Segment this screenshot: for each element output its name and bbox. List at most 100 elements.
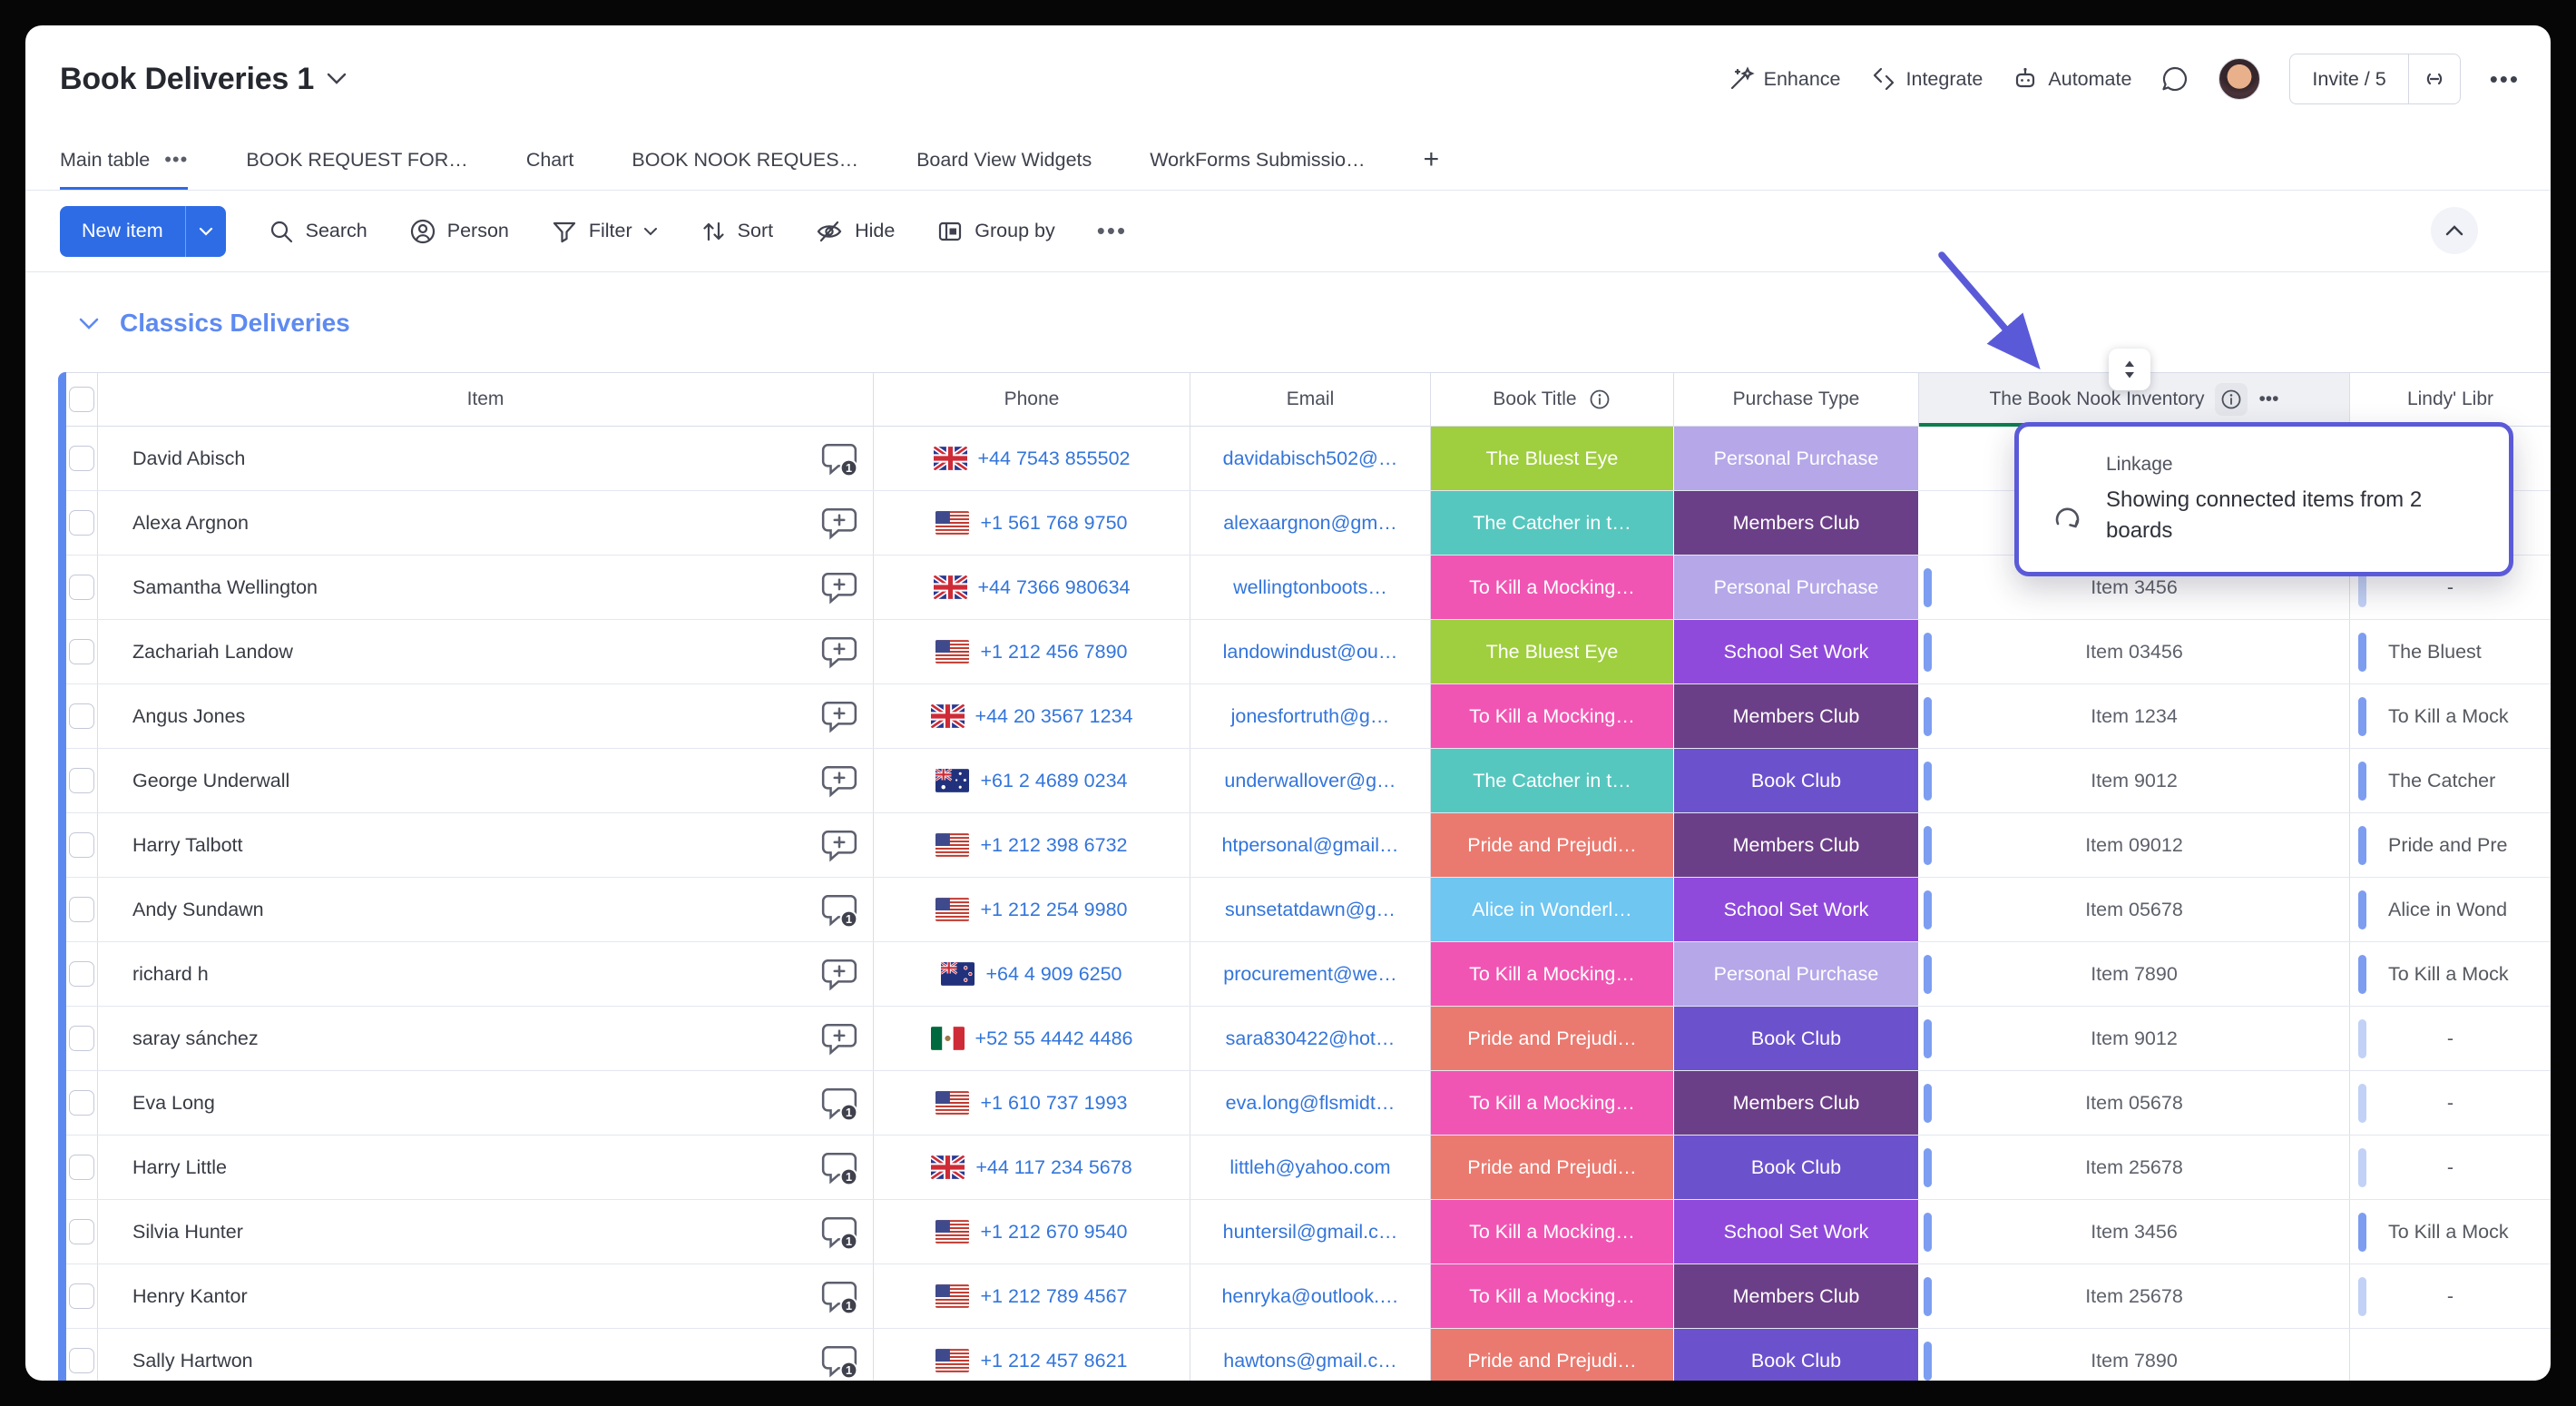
email-cell[interactable]: eva.long@flsmidt… xyxy=(1190,1071,1431,1135)
phone-number[interactable]: +1 212 670 9540 xyxy=(980,1220,1128,1243)
purchase-type-status[interactable]: Members Club xyxy=(1674,491,1918,555)
inventory-item[interactable]: Item 7890 xyxy=(2091,962,2178,985)
email-link[interactable]: davidabisch502@… xyxy=(1222,447,1398,469)
phone-cell[interactable]: +1 212 398 6732 xyxy=(874,813,1190,877)
phone-number[interactable]: +61 2 4689 0234 xyxy=(980,769,1128,791)
linked-item[interactable]: The Bluest xyxy=(2388,640,2482,663)
email-link[interactable]: htpersonal@gmail… xyxy=(1221,833,1399,856)
purchase-type-status[interactable]: Members Club xyxy=(1674,1071,1918,1135)
board-title[interactable]: Book Deliveries 1 xyxy=(60,62,347,97)
lindy-library-cell[interactable]: - xyxy=(2350,1007,2551,1070)
updates-chat-icon[interactable] xyxy=(820,697,858,735)
book-title-status[interactable]: To Kill a Mocking… xyxy=(1431,684,1673,748)
updates-chat-icon[interactable]: 1 xyxy=(820,1148,858,1186)
item-cell[interactable]: richard h xyxy=(98,942,874,1006)
item-cell[interactable]: Harry Little 1 xyxy=(98,1136,874,1199)
phone-number[interactable]: +1 212 457 8621 xyxy=(980,1349,1128,1372)
updates-chat-icon[interactable]: 1 xyxy=(820,1277,858,1315)
column-sort-handle[interactable] xyxy=(2109,349,2150,390)
phone-number[interactable]: +52 55 4442 4486 xyxy=(975,1027,1133,1049)
phone-cell[interactable]: +1 212 254 9980 xyxy=(874,878,1190,941)
new-item-label[interactable]: New item xyxy=(60,205,185,257)
search-button[interactable]: Search xyxy=(268,218,367,245)
sort-button[interactable]: Sort xyxy=(700,218,773,245)
phone-cell[interactable]: +52 55 4442 4486 xyxy=(874,1007,1190,1070)
email-cell[interactable]: underwallover@g… xyxy=(1190,749,1431,812)
linked-item[interactable]: - xyxy=(2446,1091,2454,1114)
phone-number[interactable]: +44 20 3567 1234 xyxy=(975,704,1133,727)
book-title-status[interactable]: The Catcher in t… xyxy=(1431,749,1673,812)
lindy-library-cell[interactable]: - xyxy=(2350,1071,2551,1135)
item-cell[interactable]: saray sánchez xyxy=(98,1007,874,1070)
row-checkbox[interactable] xyxy=(69,1155,94,1180)
item-cell[interactable]: Harry Talbott xyxy=(98,813,874,877)
tab-book-request-form[interactable]: BOOK REQUEST FOR… xyxy=(246,133,468,190)
lindy-library-cell[interactable]: - xyxy=(2350,1136,2551,1199)
email-link[interactable]: alexaargnon@gm… xyxy=(1223,511,1397,534)
select-all-column[interactable] xyxy=(66,373,98,426)
filter-button[interactable]: Filter xyxy=(551,218,658,245)
inventory-item[interactable]: Item 05678 xyxy=(2085,898,2183,920)
purchase-type-status[interactable]: School Set Work xyxy=(1674,1200,1918,1263)
book-title-status[interactable]: The Bluest Eye xyxy=(1431,427,1673,490)
avatar[interactable] xyxy=(2218,58,2261,100)
phone-number[interactable]: +1 212 254 9980 xyxy=(980,898,1128,920)
inventory-cell[interactable]: Item 03456 xyxy=(1919,620,2350,683)
linked-item[interactable]: The Catcher xyxy=(2388,769,2496,791)
updates-chat-icon[interactable]: 1 xyxy=(820,1084,858,1122)
phone-number[interactable]: +1 212 456 7890 xyxy=(980,640,1128,663)
updates-chat-icon[interactable] xyxy=(820,633,858,671)
email-cell[interactable]: htpersonal@gmail… xyxy=(1190,813,1431,877)
column-menu-icon[interactable]: ••• xyxy=(2258,388,2279,409)
item-cell[interactable]: Eva Long 1 xyxy=(98,1071,874,1135)
item-cell[interactable]: Sally Hartwon 1 xyxy=(98,1329,874,1381)
updates-chat-icon[interactable]: 1 xyxy=(820,1213,858,1251)
phone-cell[interactable]: +1 212 456 7890 xyxy=(874,620,1190,683)
purchase-type-status[interactable]: Book Club xyxy=(1674,1136,1918,1199)
email-link[interactable]: wellingtonboots… xyxy=(1233,575,1387,598)
group-header[interactable]: Classics Deliveries xyxy=(78,309,350,338)
inventory-cell[interactable]: Item 25678 xyxy=(1919,1264,2350,1328)
inventory-item[interactable]: Item 3456 xyxy=(2091,575,2178,598)
inventory-cell[interactable]: Item 25678 xyxy=(1919,1136,2350,1199)
row-checkbox[interactable] xyxy=(69,768,94,793)
email-cell[interactable]: landowindust@ou… xyxy=(1190,620,1431,683)
item-cell[interactable]: George Underwall xyxy=(98,749,874,812)
book-title-status[interactable]: To Kill a Mocking… xyxy=(1431,1264,1673,1328)
updates-chat-icon[interactable] xyxy=(820,1019,858,1057)
lindy-library-cell[interactable]: - xyxy=(2350,556,2551,619)
phone-cell[interactable]: +61 2 4689 0234 xyxy=(874,749,1190,812)
row-checkbox[interactable] xyxy=(69,832,94,858)
email-cell[interactable]: alexaargnon@gm… xyxy=(1190,491,1431,555)
item-cell[interactable]: Zachariah Landow xyxy=(98,620,874,683)
toolbar-more-button[interactable]: ••• xyxy=(1096,217,1128,244)
phone-cell[interactable]: +1 212 457 8621 xyxy=(874,1329,1190,1381)
chat-bubble-icon[interactable] xyxy=(2160,64,2189,93)
item-cell[interactable]: Silvia Hunter 1 xyxy=(98,1200,874,1263)
lindy-library-cell[interactable]: Alice in Wond xyxy=(2350,878,2551,941)
item-cell[interactable]: Alexa Argnon xyxy=(98,491,874,555)
tab-menu-icon[interactable]: ••• xyxy=(164,148,189,171)
purchase-type-status[interactable]: Personal Purchase xyxy=(1674,942,1918,1006)
phone-number[interactable]: +44 7366 980634 xyxy=(977,575,1131,598)
new-item-button[interactable]: New item xyxy=(60,205,226,257)
email-cell[interactable]: littleh@yahoo.com xyxy=(1190,1136,1431,1199)
info-icon[interactable] xyxy=(1588,388,1611,411)
tab-workforms-submissions[interactable]: WorkForms Submissio… xyxy=(1150,133,1365,190)
row-checkbox[interactable] xyxy=(69,575,94,600)
updates-chat-icon[interactable]: 1 xyxy=(820,1342,858,1380)
phone-cell[interactable]: +64 4 909 6250 xyxy=(874,942,1190,1006)
row-checkbox[interactable] xyxy=(69,961,94,987)
book-title-status[interactable]: Pride and Prejudi… xyxy=(1431,813,1673,877)
phone-cell[interactable]: +1 610 737 1993 xyxy=(874,1071,1190,1135)
tab-book-nook-request[interactable]: BOOK NOOK REQUES… xyxy=(632,133,858,190)
phone-cell[interactable]: +44 7366 980634 xyxy=(874,556,1190,619)
row-checkbox[interactable] xyxy=(69,639,94,664)
invite-button[interactable]: Invite / 5 xyxy=(2290,54,2407,103)
purchase-type-status[interactable]: Book Club xyxy=(1674,749,1918,812)
item-cell[interactable]: Andy Sundawn 1 xyxy=(98,878,874,941)
inventory-item[interactable]: Item 9012 xyxy=(2091,1027,2178,1049)
item-name[interactable]: Henry Kantor xyxy=(132,1284,248,1307)
lindy-library-cell[interactable]: To Kill a Mock xyxy=(2350,942,2551,1006)
inventory-item[interactable]: Item 3456 xyxy=(2091,1220,2178,1243)
